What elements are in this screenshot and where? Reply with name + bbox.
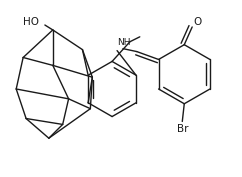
Text: Br: Br	[176, 124, 188, 134]
Text: NH: NH	[117, 38, 131, 47]
Text: HO: HO	[23, 17, 39, 27]
Text: O: O	[193, 17, 201, 27]
